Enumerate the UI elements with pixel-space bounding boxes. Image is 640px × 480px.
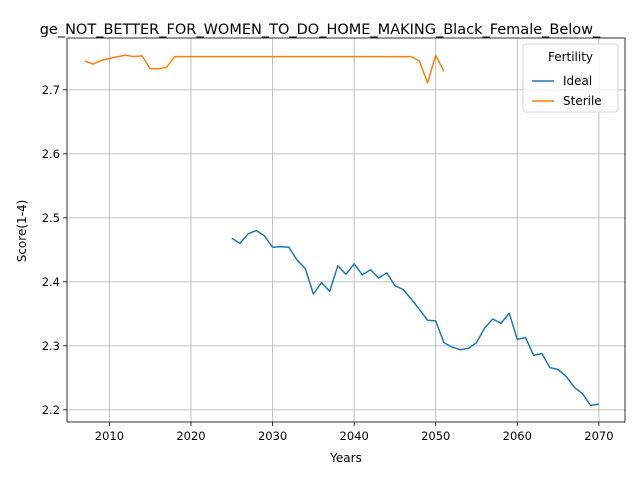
- y-axis-label: Score(1-4): [15, 200, 29, 263]
- x-axis-label: Years: [329, 451, 362, 465]
- y-tick-label: 2.5: [42, 211, 60, 225]
- y-tick-label: 2.2: [42, 403, 60, 417]
- legend-label-sterile: Sterile: [563, 94, 602, 108]
- y-tick-label: 2.7: [42, 83, 60, 97]
- x-tick-label: 2060: [503, 429, 532, 443]
- chart-title: ge_NOT_BETTER_FOR_WOMEN_TO_DO_HOME_MAKIN…: [40, 22, 601, 38]
- x-tick-label: 2010: [95, 429, 124, 443]
- y-tick-label: 2.3: [42, 339, 60, 353]
- x-tick-label: 2030: [258, 429, 287, 443]
- legend-box: [522, 43, 619, 113]
- series-line-ideal: [231, 229, 600, 407]
- series-lines: [84, 54, 600, 407]
- legend-label-ideal: Ideal: [563, 74, 592, 88]
- legend: Fertility Ideal Sterile: [522, 43, 619, 113]
- x-tick-label: 2040: [340, 429, 369, 443]
- x-tick-label: 2070: [584, 429, 613, 443]
- x-tick-label: 2050: [421, 429, 450, 443]
- y-tick-label: 2.4: [42, 275, 60, 289]
- plot-frame: [66, 37, 626, 423]
- ticks: 2010 2020 2030 2040 2050 2060 2070 2.2 2.3 2.4 2.5…: [42, 83, 614, 443]
- y-tick-label: 2.6: [42, 147, 60, 161]
- series-line-sterile: [84, 54, 445, 84]
- x-tick-label: 2020: [176, 429, 205, 443]
- legend-title: Fertility: [548, 50, 593, 64]
